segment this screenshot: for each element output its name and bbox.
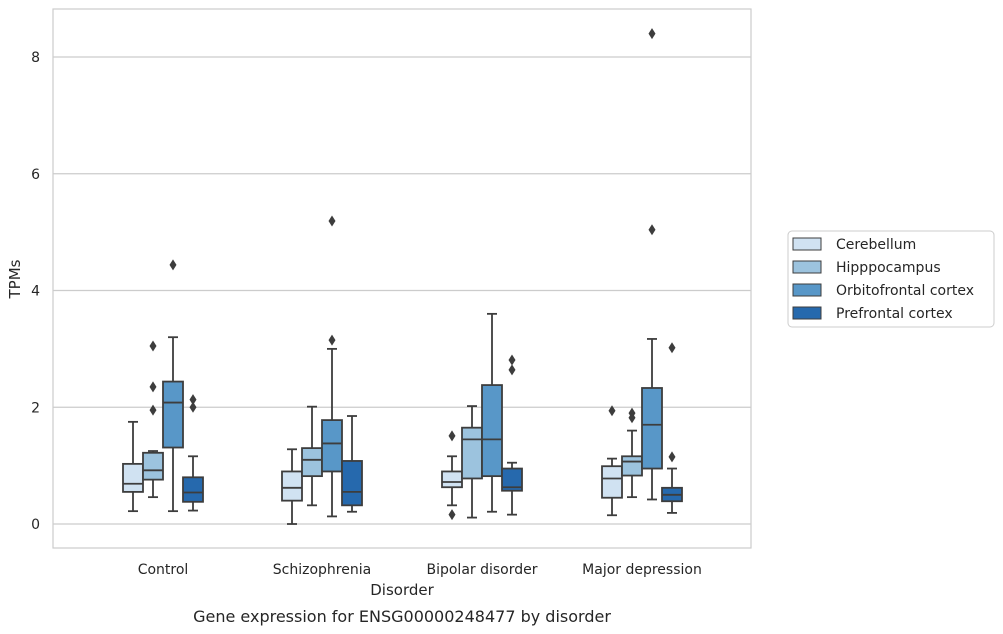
x-tick-label: Bipolar disorder [426, 562, 537, 578]
legend-label: Hipppocampus [836, 260, 941, 276]
legend-frame [787, 230, 995, 328]
y-tick-label: 8 [31, 50, 40, 66]
chart-caption: Gene expression for ENSG00000248477 by d… [193, 607, 611, 626]
iqr-box [621, 455, 643, 477]
iqr-box [461, 426, 483, 480]
box [641, 28, 663, 501]
outlier-point [648, 224, 656, 236]
iqr-box [122, 462, 144, 493]
outlier-point [608, 405, 616, 417]
outlier-point [189, 401, 197, 413]
iqr-box [321, 419, 343, 473]
iqr-box [481, 384, 503, 478]
outlier-point [648, 28, 656, 40]
iqr-box [142, 451, 164, 481]
outlier-point [328, 334, 336, 346]
y-tick-label: 6 [31, 167, 40, 183]
iqr-box [341, 460, 363, 507]
plot-frame [52, 8, 752, 549]
outlier-point [668, 342, 676, 354]
x-tick-label: Major depression [582, 562, 702, 578]
legend: Cerebellum Hipppocampus Orbitofrontal cort… [787, 230, 995, 328]
y-tick-label: 0 [31, 517, 40, 533]
box [441, 430, 463, 521]
x-tick-label: Control [138, 562, 189, 578]
box [601, 405, 623, 517]
box [182, 394, 204, 512]
outlier-point [169, 259, 177, 271]
box [481, 312, 503, 513]
x-tick-label: Schizophrenia [273, 562, 371, 578]
y-axis: 0 2 4 6 8 [31, 50, 40, 533]
iqr-box [162, 380, 184, 449]
legend-swatch [792, 237, 822, 251]
outlier-point [189, 394, 197, 406]
box [301, 405, 323, 507]
box [162, 259, 184, 513]
outlier-point [508, 354, 516, 366]
outlier-point [508, 364, 516, 376]
box [461, 405, 483, 519]
box [501, 354, 523, 516]
iqr-box [641, 387, 663, 470]
iqr-box [601, 465, 623, 499]
legend-label: Cerebellum [836, 237, 916, 253]
x-axis: Control Schizophrenia Bipolar disorder Majo… [138, 562, 702, 578]
y-tick-label: 2 [31, 400, 40, 416]
legend-swatch [792, 283, 822, 297]
outlier-point [149, 340, 157, 352]
iqr-box [501, 467, 523, 492]
box [661, 342, 683, 514]
outlier-point [448, 509, 456, 521]
box [142, 340, 164, 499]
iqr-box [441, 470, 463, 489]
legend-swatch [792, 260, 822, 274]
outlier-point [149, 381, 157, 393]
box [281, 448, 303, 525]
box [321, 215, 343, 518]
outlier-point [448, 430, 456, 442]
box [122, 420, 144, 513]
legend-label: Orbitofrontal cortex [836, 283, 974, 299]
outlier-point [328, 215, 336, 227]
iqr-box [281, 470, 303, 502]
y-axis-title: TPMs [6, 259, 24, 299]
outlier-point [628, 412, 636, 424]
outlier-point [668, 451, 676, 463]
legend-label: Prefrontal cortex [836, 306, 953, 322]
y-tick-label: 4 [31, 284, 40, 300]
outlier-point [149, 404, 157, 416]
box-groups [122, 28, 683, 525]
box [621, 407, 643, 499]
iqr-box [182, 476, 204, 503]
legend-swatch [792, 306, 822, 320]
iqr-box [301, 447, 323, 478]
x-axis-title: Disorder [370, 581, 434, 599]
box [341, 415, 363, 513]
